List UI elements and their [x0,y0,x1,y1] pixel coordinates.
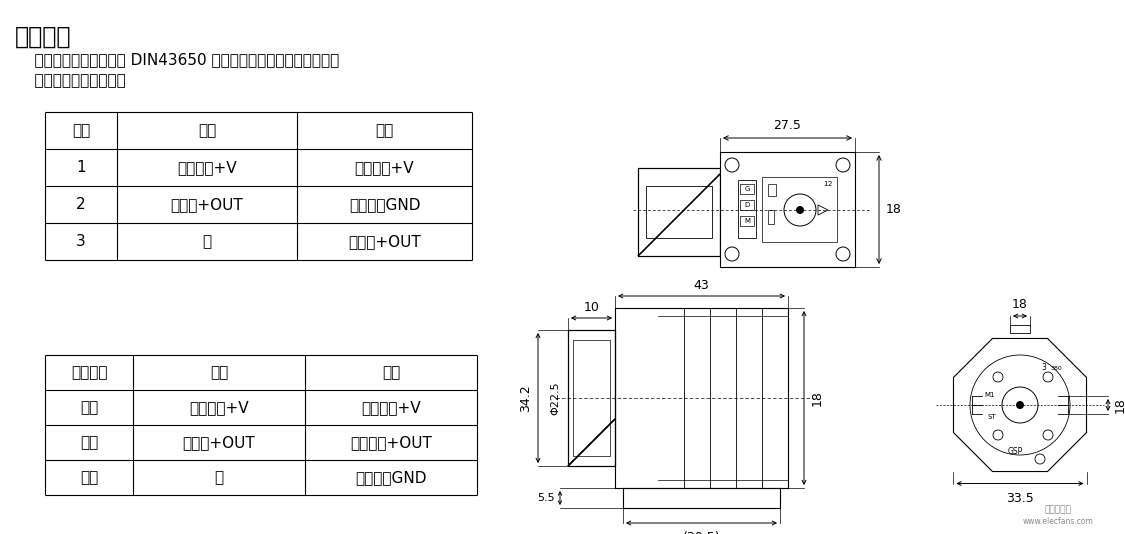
Text: 黑色: 黑色 [80,400,98,415]
Text: M: M [744,218,750,224]
Text: 公共端：GND: 公共端：GND [349,197,421,212]
Text: 空: 空 [202,234,212,249]
Bar [740,184,754,194]
Text: ST: ST [988,414,997,420]
Text: 2: 2 [828,181,832,187]
Text: 公共端：GND: 公共端：GND [356,470,426,485]
Bar [573,340,610,456]
Text: 输出正：+OUT: 输出正：+OUT [350,435,432,450]
Text: 3: 3 [1042,364,1046,373]
Text: D: D [745,202,749,208]
Text: 插脚的端子定义如下：: 插脚的端子定义如下： [15,73,126,88]
Text: 二线: 二线 [210,365,228,380]
Text: 电缆颜色: 电缆颜色 [71,365,107,380]
Text: 18: 18 [1114,397,1125,413]
Text: 27.5: 27.5 [774,119,801,132]
Text: 5.5: 5.5 [538,493,555,503]
Text: 电子发烧友: 电子发烧友 [1044,506,1071,514]
Text: 1: 1 [822,181,827,187]
Text: 信号：+OUT: 信号：+OUT [182,435,255,450]
Text: 电源正：+V: 电源正：+V [189,400,249,415]
Text: 信号：+OUT: 信号：+OUT [348,234,421,249]
Bar [740,200,754,210]
Text: 三线: 三线 [376,123,394,138]
Text: 信号：+OUT: 信号：+OUT [171,197,243,212]
Text: 电源正：+V: 电源正：+V [178,160,237,175]
Text: 插脚: 插脚 [72,123,90,138]
Text: Φ22.5: Φ22.5 [550,381,560,415]
Text: G: G [745,186,749,192]
Text: 18: 18 [811,390,824,406]
Text: 红色: 红色 [80,435,98,450]
Bar [568,330,615,466]
Bar [638,168,720,256]
Text: 2: 2 [76,197,86,212]
Bar [1010,325,1030,333]
Text: 三线: 三线 [381,365,400,380]
Text: 18: 18 [1012,298,1028,311]
Text: 34.2: 34.2 [519,384,532,412]
Text: M1: M1 [984,392,996,398]
Bar [646,186,712,238]
Text: 10: 10 [584,301,600,314]
Text: 白色: 白色 [80,470,98,485]
Text: www.elecfans.com: www.elecfans.com [1023,517,1094,527]
Text: 正电源：+V: 正电源：+V [354,160,414,175]
Text: 变送器与外部电路通过 DIN43650 进口防爆插头座进行电气连接。: 变送器与外部电路通过 DIN43650 进口防爆插头座进行电气连接。 [15,52,340,67]
Text: GSP: GSP [1007,447,1023,457]
Text: 空: 空 [215,470,224,485]
Text: 18: 18 [886,203,902,216]
Bar [720,152,855,267]
Bar [768,184,776,196]
Text: 1: 1 [76,160,86,175]
Bar [768,210,774,224]
Bar [740,216,754,226]
Text: 二线: 二线 [198,123,216,138]
Text: (30.5): (30.5) [683,531,720,534]
Bar [738,180,756,238]
Text: 380: 380 [1050,365,1062,371]
Text: 电源正：+V: 电源正：+V [361,400,421,415]
Circle shape [1016,401,1024,409]
Text: 43: 43 [694,279,710,292]
Text: 3: 3 [76,234,86,249]
Circle shape [796,206,804,214]
Bar [762,177,837,242]
Text: 33.5: 33.5 [1006,491,1034,505]
Bar [638,168,720,256]
Bar [568,330,615,466]
Text: 电气连接: 电气连接 [15,25,72,49]
